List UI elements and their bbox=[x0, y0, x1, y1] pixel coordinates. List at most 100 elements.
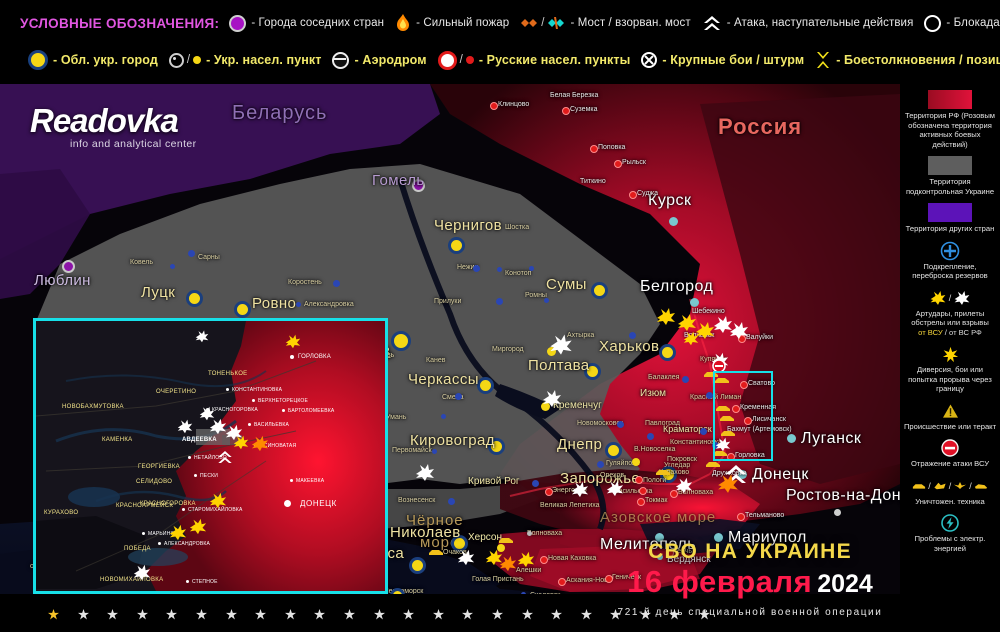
town-dot-romny bbox=[544, 298, 549, 303]
strong-fire-icon bbox=[395, 14, 411, 32]
town-dot-kremennaya bbox=[732, 405, 740, 413]
city-dot-cherkassy[interactable] bbox=[477, 377, 494, 394]
town-dot-voznesensk bbox=[448, 498, 455, 505]
city-dot-lutsk[interactable] bbox=[186, 290, 203, 307]
ukrainian-settlement-small-icon bbox=[193, 56, 202, 64]
top-legend-row-2: - Обл. укр. город / - Укр. насел. пункт … bbox=[0, 50, 1000, 70]
city-dot-donetsk[interactable] bbox=[738, 470, 747, 479]
star-icon bbox=[166, 608, 178, 619]
inset-town-dot-netaylovo bbox=[188, 456, 191, 459]
city-dot-mariupol[interactable] bbox=[714, 533, 723, 542]
inset-town-dot-konstantinovka bbox=[226, 388, 229, 391]
legend-airfield-label: - Аэродром bbox=[354, 53, 427, 67]
inset-town-dot-peski bbox=[194, 474, 197, 477]
city-dot-kharkov[interactable] bbox=[659, 344, 676, 361]
power-problem-icon bbox=[900, 513, 1000, 533]
legend-clashes-label: - Боестолкновения / позиционные бои bbox=[836, 53, 1000, 67]
legend-ukr-settlement: / - Укр. насел. пункт bbox=[168, 52, 322, 68]
city-dot-odessa[interactable] bbox=[409, 557, 426, 574]
legend-foreign-city-label: - Города соседних стран bbox=[251, 17, 385, 29]
artillery-strike-icon: / bbox=[900, 288, 1000, 308]
star-icon bbox=[610, 608, 622, 619]
legend-oblast-city-label: - Обл. укр. город bbox=[53, 53, 158, 67]
sidebar-text-ukraine-territory: Территория подконтрольная Украине bbox=[905, 177, 995, 196]
legend-clashes: - Боестолкновения / позиционные бои bbox=[815, 51, 1000, 69]
town-dot-sudzha bbox=[629, 191, 637, 199]
inset-town-label-netaylovo: НЕТАЙЛОВО bbox=[194, 455, 227, 461]
legend-rus-settlement-label: - Русские насел. пункты bbox=[478, 53, 631, 67]
city-dot-dnepr[interactable] bbox=[605, 442, 622, 459]
city-dot-poltava[interactable] bbox=[584, 363, 601, 380]
legend-rus-settlement: / - Русские насел. пункты bbox=[437, 50, 631, 70]
town-dot-skadovsk bbox=[521, 592, 526, 594]
inset-town-label-stepnoe: СТЕПНОЕ bbox=[192, 579, 218, 585]
purple-territory-swatch bbox=[928, 203, 972, 222]
inset-town-label-krasnoarmeysk: КРАСНОАРМЕЙСК bbox=[116, 503, 174, 509]
town-dot-popovka bbox=[590, 145, 598, 153]
inset-town-label-kurakhovo: КУРАХОВО bbox=[44, 510, 79, 516]
town-dot-lisichansk bbox=[744, 417, 752, 425]
city-dot-kirovograd[interactable] bbox=[488, 438, 505, 455]
sidebar-text-incident: Происшествие или теракт bbox=[903, 421, 997, 431]
town-dot-gorlovka bbox=[727, 453, 735, 461]
sidebar-text-other-territory: Территория других стран bbox=[905, 224, 995, 233]
town-dot-vudany bbox=[527, 531, 532, 536]
legend-attack-label: - Атака, наступательные действия bbox=[726, 17, 914, 29]
town-dot-volnovakha bbox=[670, 490, 678, 498]
right-legend-sidebar: Территория РФ (Розовым обозначена террит… bbox=[900, 84, 1000, 632]
town-dot-svatovo bbox=[740, 381, 748, 389]
sidebar-text-vsu: от ВСУ bbox=[918, 327, 943, 337]
legend-bridge: / - Мост / взорван. мост bbox=[520, 17, 691, 29]
inset-city-dot-donetsk bbox=[284, 500, 291, 507]
inset-town-dot-bartolomeevka bbox=[282, 409, 285, 412]
date-year: 2024 bbox=[817, 570, 873, 598]
city-dot-kiev[interactable] bbox=[391, 331, 411, 351]
city-dot-gomel bbox=[412, 179, 425, 192]
sidebar-text-reinforcement: Подкрепление, переброска резервов bbox=[912, 261, 988, 281]
legend-separator: / bbox=[541, 17, 545, 29]
city-dot-kremenchug[interactable] bbox=[541, 402, 550, 411]
city-dot-lugansk[interactable] bbox=[787, 434, 796, 443]
city-dot-rostov[interactable] bbox=[834, 509, 841, 516]
city-dot-rovno[interactable] bbox=[234, 301, 251, 318]
inset-town-dot-verkhnetoretskoe bbox=[252, 399, 255, 402]
town-dot-kovel bbox=[170, 264, 175, 269]
city-dot-zaporozhye[interactable] bbox=[660, 466, 677, 483]
city-dot-kherson[interactable] bbox=[497, 544, 505, 552]
sidebar-slash-1: / bbox=[948, 292, 952, 303]
city-dot-chernigov[interactable] bbox=[448, 237, 465, 254]
town-dot-tokmak bbox=[637, 498, 645, 506]
sabotage-burst-icon bbox=[900, 344, 1000, 364]
inset-town-label-kamenka: КАМЕНКА bbox=[102, 437, 133, 443]
star-icon bbox=[580, 608, 592, 619]
inset-town-label-krasnogorovka: КРАСНОГОРОВКА bbox=[212, 407, 258, 413]
date-day-month: 16 февраля bbox=[627, 564, 813, 599]
readovka-logo: Readovka info and analytical center bbox=[30, 102, 197, 150]
inset-detail-map-avdeevka-donetsk[interactable]: ДОНЕЦК ГОРЛОВКА АВДЕЕВКА КРАСНОГОРОВКА В… bbox=[33, 318, 388, 594]
ukrainian-settlement-icon bbox=[168, 52, 184, 68]
blown-bridge-icon bbox=[547, 17, 565, 29]
city-dot-nikolaev[interactable] bbox=[451, 535, 468, 552]
sidebar-text-power-problem: Проблемы с электр. энергией bbox=[914, 534, 986, 553]
star-icon bbox=[432, 608, 444, 619]
city-dot-krivoy-rog[interactable] bbox=[532, 480, 539, 487]
legend-blockade: - Блокада bbox=[924, 14, 1000, 32]
logo-tagline: info and analytical center bbox=[70, 138, 197, 150]
top-legend-row-1: УСЛОВНЫЕ ОБОЗНАЧЕНИЯ: - Города соседних … bbox=[0, 14, 1000, 32]
town-dot-pervomaysk bbox=[432, 449, 437, 454]
city-dot-kursk[interactable] bbox=[669, 217, 678, 226]
legend-attack: - Атака, наступательные действия bbox=[702, 14, 914, 32]
inset-town-label-marinka: МАРЬИНКА bbox=[148, 531, 178, 537]
inset-town-label-verkhnetoretskoe: ВЕРХНЕТОРЕЦКОЕ bbox=[258, 398, 309, 404]
legend-separator-2: / bbox=[186, 54, 191, 66]
star-icon bbox=[107, 608, 119, 619]
city-dot-sumy[interactable] bbox=[591, 282, 608, 299]
star-icon bbox=[521, 608, 533, 619]
city-dot-melitopol[interactable] bbox=[655, 533, 664, 542]
town-dot-rylsk bbox=[614, 160, 622, 168]
city-dot-belgorod[interactable] bbox=[690, 298, 699, 307]
logo-wordmark: Readovka bbox=[30, 102, 179, 139]
inset-town-label-pobeda: ПОБЕДА bbox=[124, 546, 151, 552]
town-dot-energodar bbox=[545, 488, 553, 496]
